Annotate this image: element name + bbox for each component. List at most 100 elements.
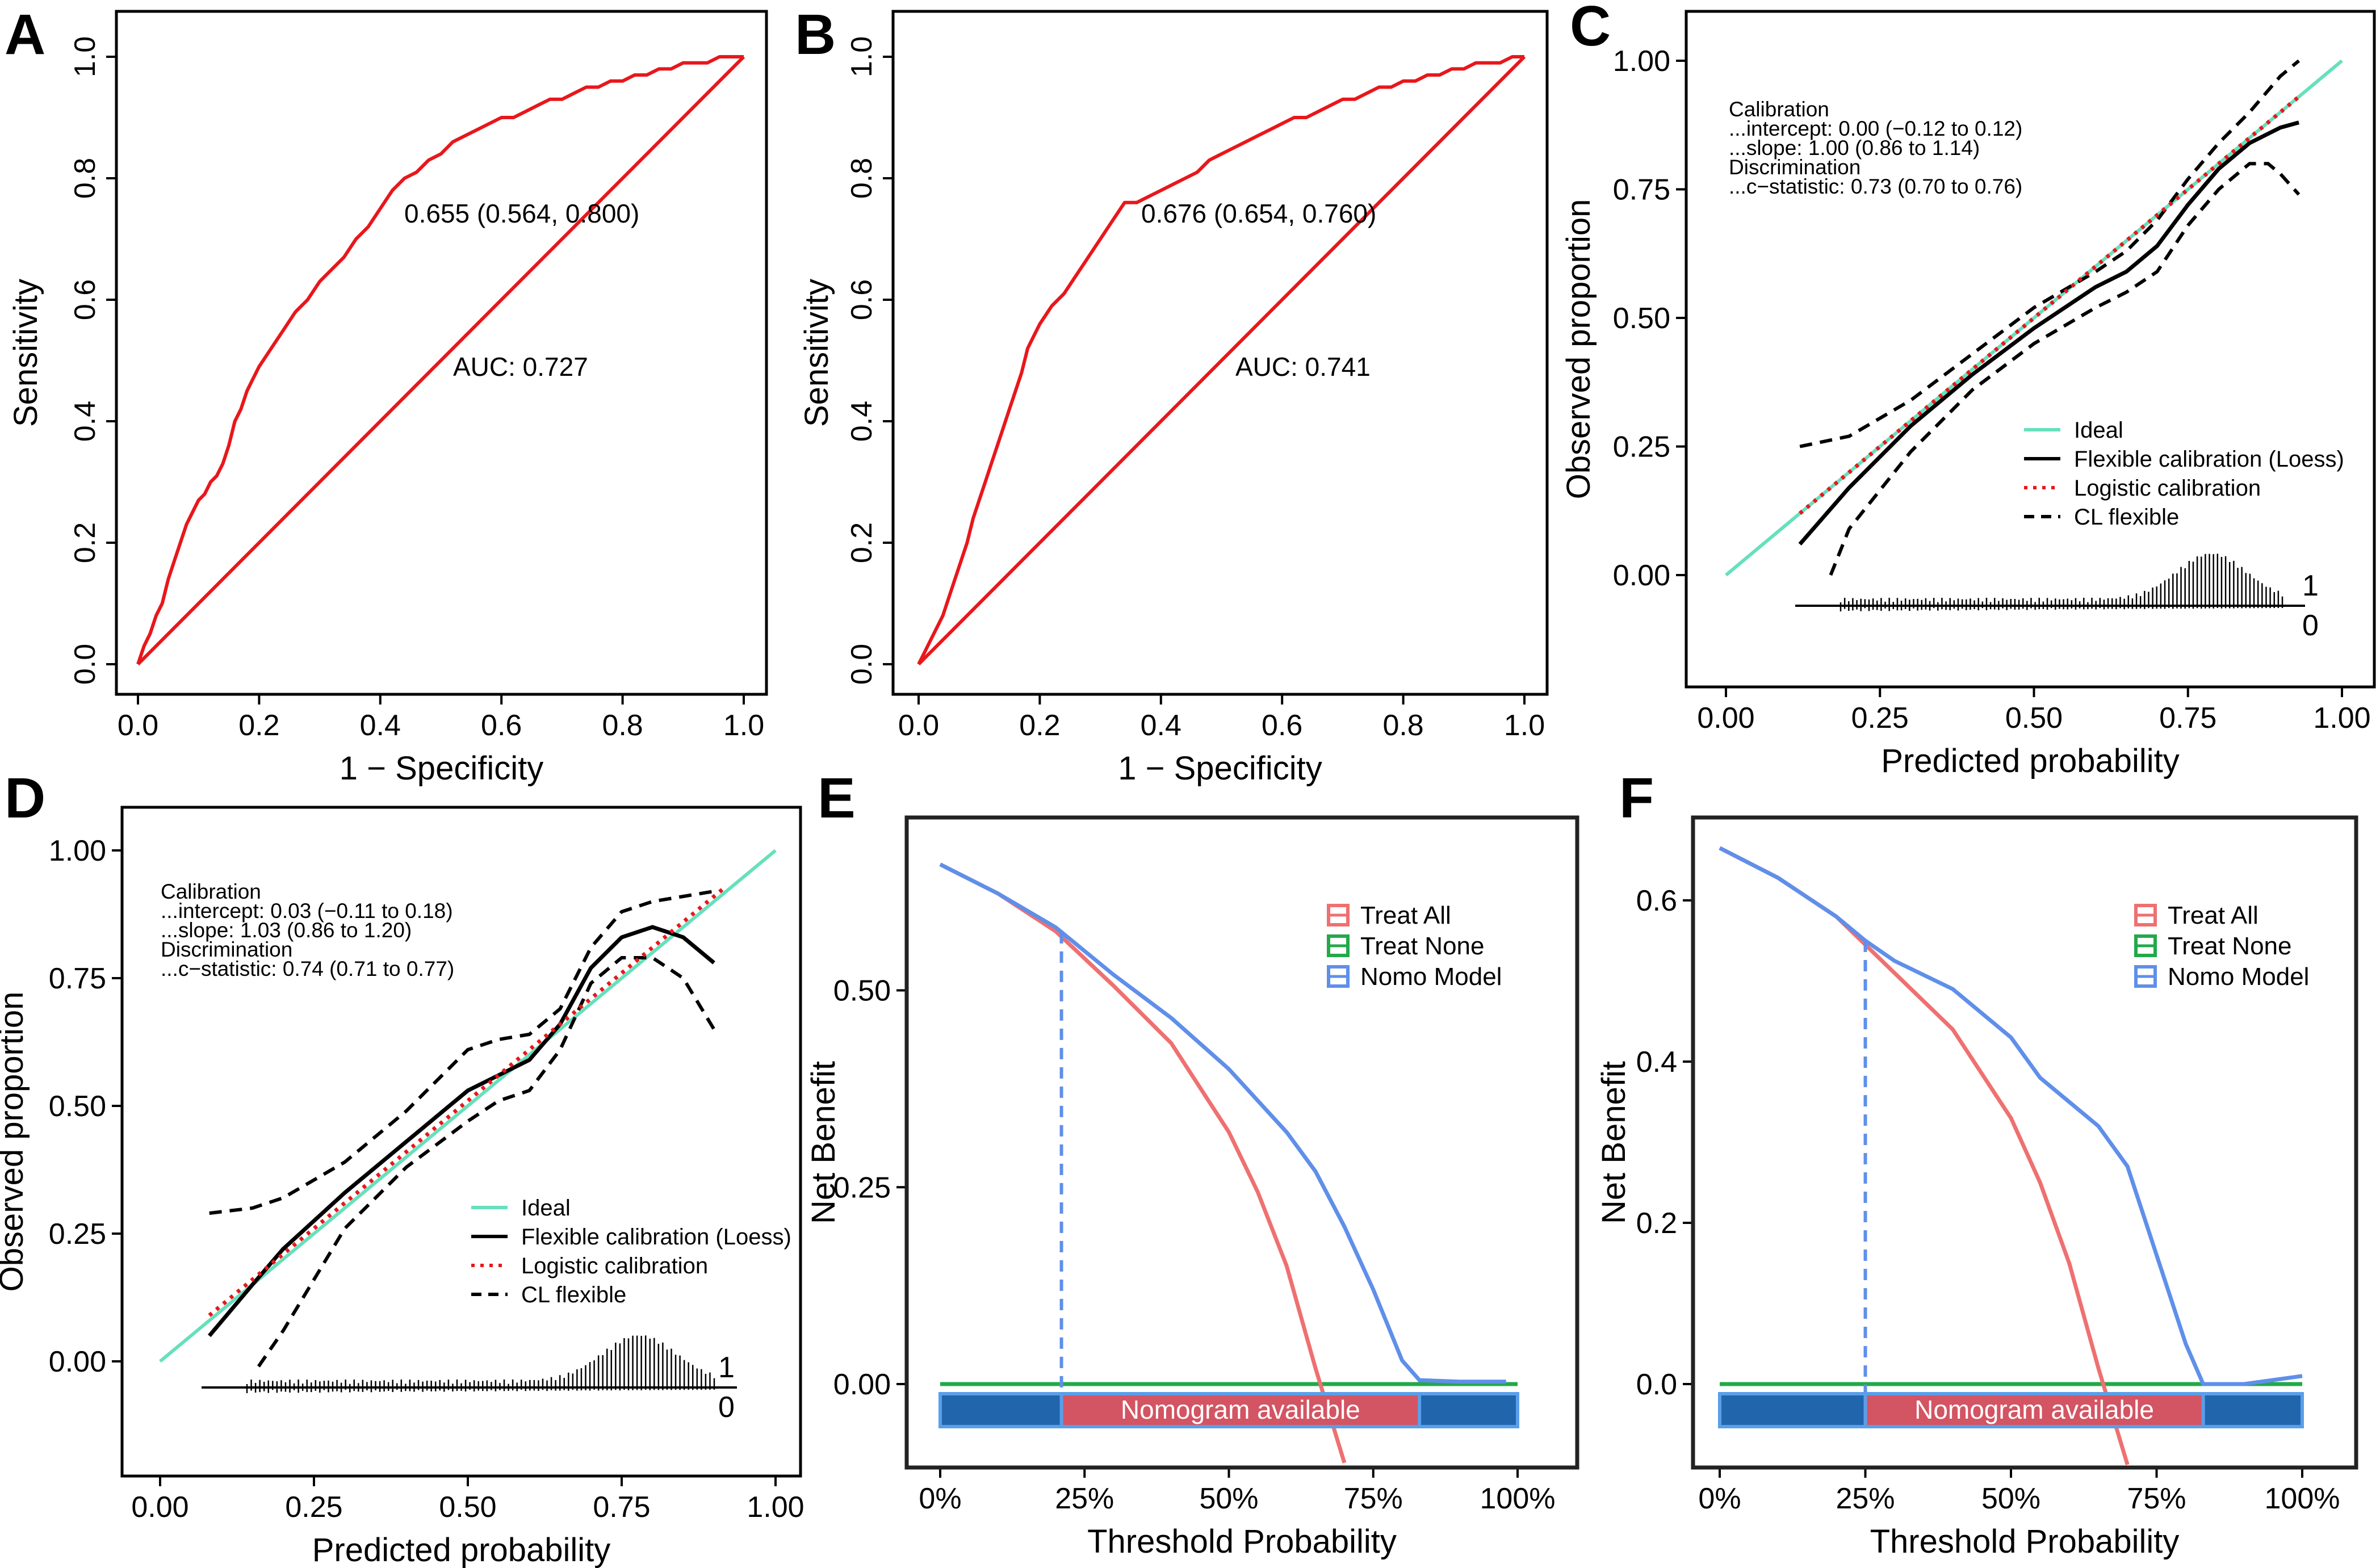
x-tick-label: 1.0: [1504, 709, 1545, 742]
y-tick-label: 0.0: [69, 644, 102, 685]
x-tick-label: 0.6: [1262, 709, 1302, 742]
x-tick-label: 0.4: [360, 709, 401, 742]
calibration-stat-text: ...c−statistic: 0.73 (0.70 to 0.76): [1729, 175, 2022, 198]
cl-upper-line: [209, 890, 715, 1215]
roc-curve-line: [917, 55, 1524, 665]
auc-label: AUC: 0.741: [1235, 352, 1371, 381]
nomo-model-line: [1719, 846, 2303, 1386]
legend-label: Treat None: [2168, 932, 2291, 960]
x-axis-label: 1 − Specificity: [340, 750, 543, 787]
treat-all-line: [1719, 846, 2130, 1466]
panel-a-roc-chart: A 0.0 0.2 0.4 0.6 0.8 1.0 0.0 0.2 0.4 0.6 0.8 1.0 1 −…: [5, 3, 768, 787]
y-tick-label: 1.00: [1613, 45, 1670, 78]
y-tick-label: 0.6: [1636, 884, 1677, 917]
x-tick-label: 0.25: [285, 1491, 342, 1524]
y-tick-label: 0.50: [49, 1090, 106, 1123]
x-tick-label: 25%: [1055, 1482, 1114, 1515]
logistic-calibration-line: [208, 884, 728, 1317]
x-tick-label: 0.4: [1141, 709, 1181, 742]
y-tick-label: 0.0: [845, 644, 878, 685]
availability-bar-highlight: [1863, 1392, 2205, 1428]
x-tick-label: 0.2: [238, 709, 279, 742]
y-tick-label: 0.2: [845, 522, 878, 563]
x-tick-label: 75%: [1344, 1482, 1403, 1515]
y-tick-label: 0.4: [845, 401, 878, 442]
y-axis-label: Net Benefit: [805, 1061, 842, 1224]
x-tick-label: 25%: [1836, 1482, 1895, 1515]
y-tick-label: 0.6: [845, 279, 878, 320]
nomo-model-line: [939, 862, 1506, 1384]
cl-lower-line: [257, 956, 716, 1368]
availability-bar-highlight: [1059, 1392, 1422, 1428]
roc-curve-line: [136, 55, 744, 665]
plot-frame: [115, 10, 768, 696]
y-tick-label: 1.00: [49, 835, 106, 867]
x-tick-label: 0%: [919, 1482, 961, 1515]
calibration-stat-text: ...intercept: 0.03 (−0.11 to 0.18): [161, 899, 453, 923]
x-tick-label: 75%: [2127, 1482, 2186, 1515]
panel-b-roc-chart: B 0.0 0.2 0.4 0.6 0.8 1.0 0.0 0.2 0.4 0.6 0.8 1.0 1 −…: [795, 3, 1549, 787]
calibration-stat-text: ...intercept: 0.00 (−0.12 to 0.12): [1729, 117, 2022, 140]
y-tick-label: 0.00: [833, 1368, 891, 1401]
calibration-stat-text: Discrimination: [1729, 156, 1861, 179]
legend-label: Flexible calibration (Loess): [2074, 447, 2344, 472]
cutoff-label: 0.676 (0.654, 0.760): [1141, 199, 1376, 228]
legend-label: Ideal: [521, 1196, 571, 1221]
panel-f-decision-curve: F 0% 25% 50% 75% 100% 0.0 0.2 0.4 0.6 Threshold Pr…: [1595, 766, 2358, 1560]
y-tick-label: 1.0: [69, 36, 102, 77]
x-axis-label: Predicted probability: [312, 1532, 611, 1568]
x-axis-label: 1 − Specificity: [1118, 750, 1322, 787]
x-tick-label: 0.8: [602, 709, 643, 742]
y-tick-label: 0.75: [1613, 174, 1670, 207]
legend-label: CL flexible: [2074, 505, 2179, 530]
auc-label: AUC: 0.727: [453, 352, 588, 381]
plot-frame: [891, 10, 1549, 696]
x-tick-label: 0%: [1698, 1482, 1741, 1515]
y-tick-label: 0.00: [1613, 559, 1670, 592]
x-tick-label: 0.0: [118, 709, 158, 742]
x-tick-label: 1.00: [2313, 702, 2370, 735]
calibration-stat-text: Calibration: [1729, 98, 1829, 121]
plot-area: [939, 862, 1518, 1464]
reference-diagonal-line: [917, 55, 1526, 666]
x-axis-label: Predicted probability: [1881, 743, 2180, 779]
legend-label: Treat All: [1360, 902, 1451, 929]
y-tick-label: 0.2: [69, 522, 102, 563]
panel-d-calibration-chart: D 0.00 0.25 0.50 0.75 1.00 0.00 0.25 0.50 0.75 1.0…: [0, 766, 804, 1568]
rug-label-nonevents: 0: [2302, 609, 2319, 642]
y-tick-label: 0.75: [49, 962, 106, 995]
legend-label: Nomo Model: [2168, 963, 2309, 991]
y-tick-label: 0.00: [49, 1345, 106, 1378]
x-tick-label: 0.00: [131, 1491, 188, 1524]
x-tick-label: 0.8: [1382, 709, 1423, 742]
x-tick-label: 0.50: [439, 1491, 496, 1524]
legend-label: Treat All: [2168, 902, 2259, 929]
x-axis-label: Threshold Probability: [1870, 1523, 2180, 1560]
x-tick-label: 100%: [1480, 1482, 1556, 1515]
panel-label: F: [1619, 766, 1654, 830]
cutoff-label: 0.655 (0.564, 0.800): [404, 199, 639, 228]
treat-all-line: [939, 862, 1347, 1464]
x-tick-label: 0.25: [1851, 702, 1909, 735]
y-tick-label: 0.4: [69, 401, 102, 442]
x-tick-label: 0.75: [593, 1491, 650, 1524]
x-tick-label: 0.75: [2159, 702, 2216, 735]
x-tick-label: 1.00: [747, 1491, 804, 1524]
y-axis-label: Observed proportion: [0, 992, 30, 1292]
nomogram-available-label: Nomogram available: [1914, 1395, 2154, 1424]
nomogram-available-label: Nomogram available: [1121, 1395, 1360, 1424]
y-tick-label: 1.0: [845, 36, 878, 77]
flexible-calibration-line: [1798, 120, 2300, 546]
rug-label-nonevents: 0: [718, 1391, 735, 1424]
x-tick-label: 0.50: [2005, 702, 2063, 735]
y-tick-label: 0.25: [49, 1218, 106, 1251]
calibration-stat-text: ...c−statistic: 0.74 (0.71 to 0.77): [161, 957, 454, 980]
y-tick-label: 0.6: [69, 279, 102, 320]
panel-label: E: [818, 766, 856, 830]
calibration-stat-text: Calibration: [161, 880, 261, 903]
y-tick-label: 0.50: [833, 975, 891, 1008]
y-tick-label: 0.4: [1636, 1046, 1677, 1079]
plot-frame: [904, 815, 1579, 1470]
reference-diagonal-line: [136, 55, 745, 666]
